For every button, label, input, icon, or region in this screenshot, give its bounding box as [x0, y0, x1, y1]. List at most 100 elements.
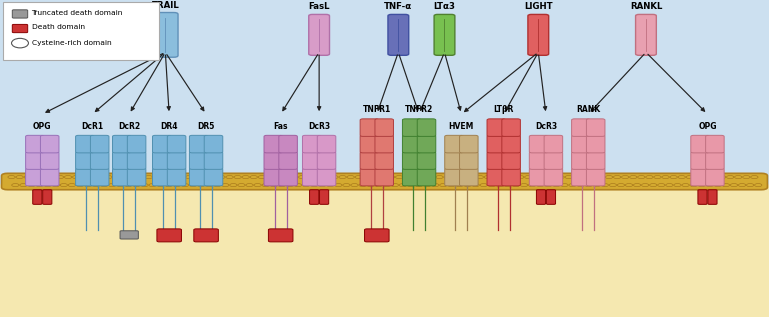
Circle shape: [654, 176, 661, 178]
Circle shape: [85, 184, 92, 187]
Circle shape: [230, 184, 237, 187]
FancyBboxPatch shape: [205, 135, 223, 153]
FancyBboxPatch shape: [502, 168, 521, 186]
Circle shape: [189, 184, 197, 187]
FancyBboxPatch shape: [365, 229, 389, 242]
FancyBboxPatch shape: [279, 168, 298, 186]
Circle shape: [226, 176, 233, 178]
FancyBboxPatch shape: [587, 152, 605, 169]
FancyBboxPatch shape: [375, 119, 394, 136]
FancyBboxPatch shape: [152, 135, 171, 153]
FancyBboxPatch shape: [302, 152, 321, 169]
FancyBboxPatch shape: [264, 152, 282, 169]
Circle shape: [411, 176, 419, 178]
Circle shape: [311, 184, 318, 187]
Text: TRAIL: TRAIL: [151, 1, 179, 10]
Circle shape: [484, 176, 491, 178]
Text: DR5: DR5: [198, 122, 215, 131]
FancyBboxPatch shape: [264, 168, 282, 186]
Text: DcR3: DcR3: [308, 122, 330, 131]
Circle shape: [391, 184, 398, 187]
FancyBboxPatch shape: [360, 135, 378, 153]
FancyBboxPatch shape: [268, 229, 293, 242]
Circle shape: [40, 176, 48, 178]
FancyBboxPatch shape: [444, 152, 463, 169]
FancyBboxPatch shape: [152, 13, 178, 57]
Circle shape: [431, 184, 439, 187]
Circle shape: [137, 176, 145, 178]
Circle shape: [343, 184, 350, 187]
FancyBboxPatch shape: [529, 152, 548, 169]
Circle shape: [614, 176, 621, 178]
Circle shape: [541, 176, 548, 178]
FancyBboxPatch shape: [487, 168, 505, 186]
Circle shape: [524, 176, 532, 178]
Circle shape: [690, 184, 697, 187]
Circle shape: [81, 176, 88, 178]
Circle shape: [727, 176, 734, 178]
Circle shape: [561, 184, 568, 187]
Circle shape: [238, 184, 245, 187]
Circle shape: [359, 184, 366, 187]
Circle shape: [113, 176, 120, 178]
Circle shape: [581, 176, 588, 178]
FancyBboxPatch shape: [375, 135, 394, 153]
FancyBboxPatch shape: [75, 135, 94, 153]
Circle shape: [375, 184, 382, 187]
Circle shape: [169, 176, 177, 178]
Circle shape: [638, 176, 645, 178]
Circle shape: [318, 184, 326, 187]
Circle shape: [751, 176, 758, 178]
Circle shape: [537, 184, 544, 187]
FancyBboxPatch shape: [75, 168, 94, 186]
Circle shape: [456, 184, 463, 187]
FancyBboxPatch shape: [706, 152, 724, 169]
Circle shape: [722, 184, 730, 187]
Circle shape: [565, 176, 572, 178]
FancyBboxPatch shape: [318, 152, 336, 169]
Text: LIGHT: LIGHT: [524, 2, 553, 11]
FancyBboxPatch shape: [587, 135, 605, 153]
Circle shape: [440, 184, 447, 187]
Circle shape: [250, 176, 258, 178]
FancyBboxPatch shape: [571, 168, 590, 186]
Circle shape: [662, 176, 669, 178]
FancyBboxPatch shape: [25, 168, 44, 186]
Circle shape: [56, 176, 64, 178]
Circle shape: [278, 184, 285, 187]
FancyBboxPatch shape: [502, 135, 521, 153]
Circle shape: [593, 184, 601, 187]
Circle shape: [641, 184, 649, 187]
FancyBboxPatch shape: [0, 182, 769, 317]
Circle shape: [68, 184, 75, 187]
Circle shape: [221, 184, 229, 187]
Circle shape: [355, 176, 362, 178]
Circle shape: [698, 184, 705, 187]
FancyBboxPatch shape: [487, 152, 505, 169]
Circle shape: [32, 176, 39, 178]
Text: FasL: FasL: [308, 2, 330, 11]
Text: LTβR: LTβR: [494, 105, 514, 114]
Circle shape: [218, 176, 225, 178]
Circle shape: [424, 184, 431, 187]
Circle shape: [165, 184, 172, 187]
FancyBboxPatch shape: [444, 168, 463, 186]
FancyBboxPatch shape: [168, 135, 186, 153]
FancyBboxPatch shape: [112, 168, 131, 186]
Circle shape: [72, 176, 80, 178]
FancyBboxPatch shape: [152, 168, 171, 186]
Circle shape: [598, 176, 604, 178]
Circle shape: [129, 176, 136, 178]
Circle shape: [149, 184, 156, 187]
Text: TNFR1: TNFR1: [363, 105, 391, 114]
Circle shape: [262, 184, 269, 187]
Circle shape: [76, 184, 84, 187]
FancyBboxPatch shape: [360, 119, 378, 136]
Circle shape: [650, 184, 657, 187]
Circle shape: [585, 184, 592, 187]
Circle shape: [557, 176, 564, 178]
Circle shape: [718, 176, 726, 178]
FancyBboxPatch shape: [91, 168, 109, 186]
Circle shape: [508, 176, 516, 178]
Circle shape: [670, 176, 677, 178]
